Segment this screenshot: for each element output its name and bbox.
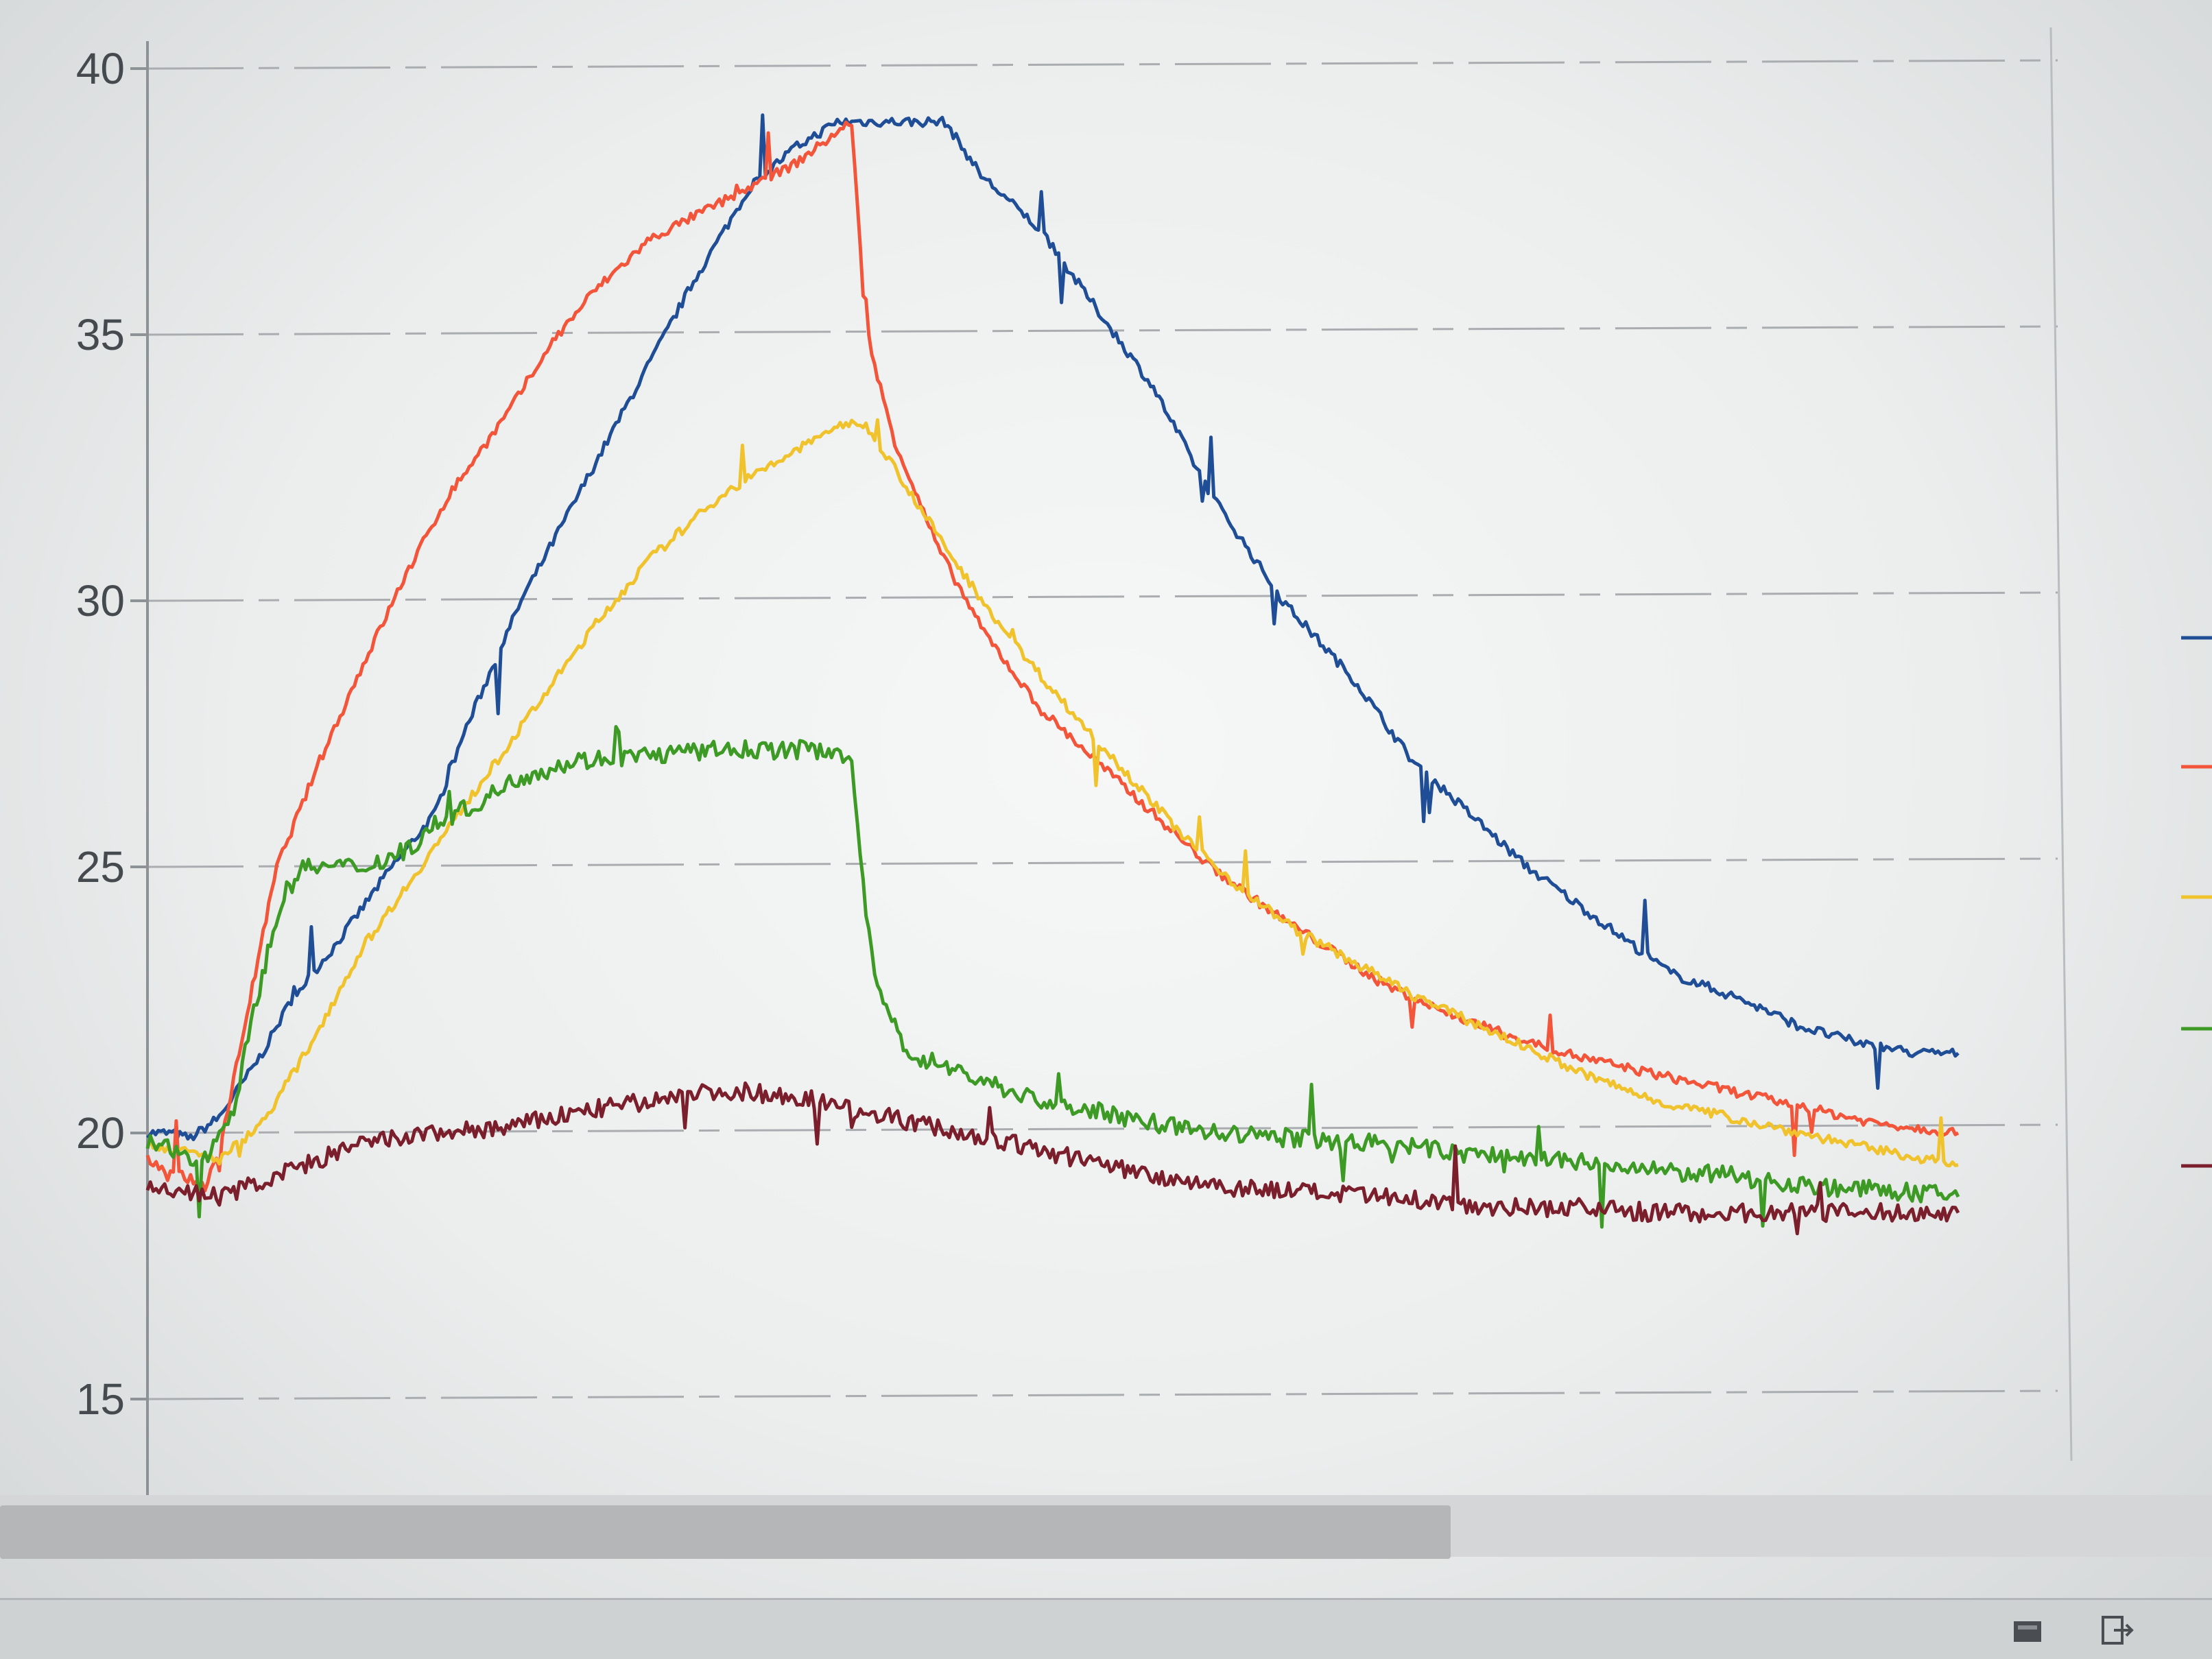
series-line-1 bbox=[146, 113, 1960, 1141]
gridline-30 bbox=[147, 591, 2058, 602]
y-tick-label-20: 20 bbox=[76, 1108, 125, 1158]
gridline-35 bbox=[147, 325, 2058, 336]
scrollbar-thumb[interactable] bbox=[0, 1505, 1451, 1559]
legend-color-ticks bbox=[2181, 636, 2212, 1168]
axis-layer: 40 35 30 25 20 15 bbox=[76, 27, 2073, 1495]
series-layer bbox=[145, 113, 1960, 1236]
gridline-15 bbox=[147, 1389, 2058, 1400]
y-tick-label-15: 15 bbox=[76, 1374, 125, 1424]
status-bar bbox=[0, 1598, 2212, 1659]
y-tick-label-40: 40 bbox=[76, 44, 125, 93]
plot-right-border bbox=[2049, 27, 2073, 1461]
grid-layer bbox=[147, 59, 2058, 1400]
gridline-25 bbox=[147, 857, 2058, 868]
y-tick-label-25: 25 bbox=[76, 842, 125, 892]
exit-icon[interactable] bbox=[2099, 1612, 2136, 1649]
series-line-3 bbox=[145, 418, 1959, 1168]
series-line-2 bbox=[145, 120, 1960, 1193]
tray-icon[interactable] bbox=[2010, 1612, 2047, 1649]
gridline-40 bbox=[147, 59, 2058, 70]
series-line-5 bbox=[145, 1081, 1960, 1236]
series-line-4 bbox=[145, 725, 1960, 1229]
y-tick-label-35: 35 bbox=[76, 310, 125, 359]
y-tick-label-30: 30 bbox=[76, 576, 125, 625]
